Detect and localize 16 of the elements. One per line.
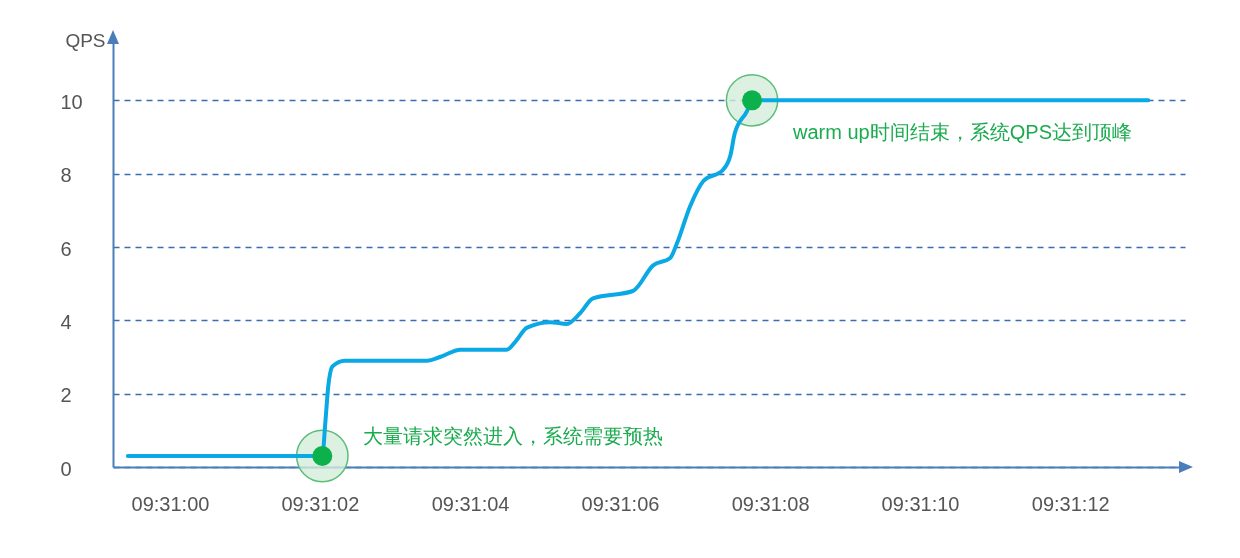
y-tick-label: 4 xyxy=(60,310,72,333)
x-tick-label: 09:31:08 xyxy=(731,492,810,515)
annotation: 大量请求突然进入，系统需要预热 xyxy=(363,425,664,447)
y-tick-label: 8 xyxy=(60,164,72,187)
x-tick-label: 09:31:04 xyxy=(431,492,510,515)
y-tick-label: 2 xyxy=(60,384,72,407)
x-tick-label: 09:31:10 xyxy=(881,492,960,515)
x-tick-label: 09:31:06 xyxy=(581,492,660,515)
x-tick-label: 09:31:00 xyxy=(131,492,210,515)
y-tick-label: 10 xyxy=(60,90,83,113)
y-tick-label: 0 xyxy=(60,457,72,480)
annotation: warm up时间结束，系统QPS达到顶峰 xyxy=(792,121,1132,144)
y-axis-title: QPS xyxy=(65,29,106,51)
x-tick-label: 09:31:12 xyxy=(1031,492,1110,515)
x-tick-label: 09:31:02 xyxy=(281,492,360,515)
y-tick-label: 6 xyxy=(60,237,72,260)
